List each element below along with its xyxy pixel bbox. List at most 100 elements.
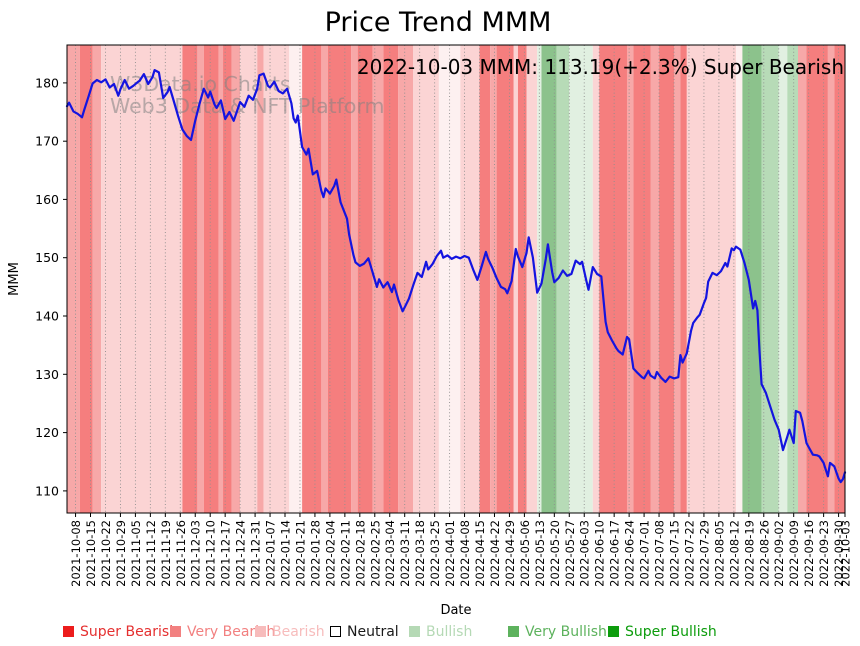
x-tick-label: 2021-11-26 (174, 520, 188, 587)
x-tick-label: 2022-09-23 (817, 520, 831, 587)
sentiment-band-very_bearish (67, 45, 80, 513)
x-tick-label: 2022-07-22 (683, 520, 697, 587)
sentiment-band-super_bullish (742, 45, 762, 513)
sentiment-band-very_bullish (787, 45, 798, 513)
legend-swatch (170, 626, 181, 637)
legend-label: Neutral (347, 624, 399, 640)
x-tick-label: 2022-06-17 (608, 520, 622, 587)
latest-price-annotation: 2022-10-03 MMM: 113.19(+2.3%) Super Bear… (356, 55, 844, 79)
sentiment-band-bullish (569, 45, 593, 513)
sentiment-band-bearish (101, 45, 183, 513)
legend-label: Super Bearish (80, 624, 179, 640)
x-tick-label: 2022-08-19 (742, 520, 756, 587)
x-tick-label: 2021-12-31 (249, 520, 263, 587)
sentiment-band-bearish (413, 45, 439, 513)
y-tick-label: 150 (35, 250, 59, 265)
x-tick-label: 2022-05-20 (548, 520, 562, 587)
legend-swatch (255, 626, 266, 637)
x-tick-label: 2022-08-26 (757, 520, 771, 587)
x-tick-label: 2022-08-05 (712, 520, 726, 587)
sentiment-band-very_bearish (92, 45, 102, 513)
sentiment-band-very_bearish (797, 45, 807, 513)
x-tick-label: 2021-11-12 (144, 520, 158, 587)
sentiment-band-very_bearish (674, 45, 681, 513)
legend-item-bullish: Bullish (409, 621, 472, 640)
legend-swatch (508, 626, 519, 637)
y-tick-label: 140 (35, 309, 59, 324)
chart-title: Price Trend MMM (324, 7, 552, 38)
legend-swatch (63, 626, 74, 637)
x-tick-label: 2021-12-17 (219, 520, 233, 587)
sentiment-band-very_bullish (556, 45, 570, 513)
sentiment-band-super_bearish (680, 45, 687, 513)
x-tick-label: 2022-09-30 (832, 520, 846, 587)
sentiment-band-super_bearish (383, 45, 399, 513)
sentiment-band-very_bullish (761, 45, 779, 513)
x-tick-label: 2022-01-14 (279, 520, 293, 587)
x-tick-label: 2022-09-16 (802, 520, 816, 587)
x-tick-label: 2022-04-01 (443, 520, 457, 587)
legend-label: Bearish (272, 624, 325, 640)
x-tick-label: 2022-03-04 (383, 520, 397, 587)
sentiment-band-super_bearish (357, 45, 373, 513)
x-tick-label: 2022-07-08 (653, 520, 667, 587)
x-tick-label: 2022-09-09 (787, 520, 801, 587)
sentiment-band-very_bearish (490, 45, 497, 513)
sentiment-band-super_bearish (599, 45, 627, 513)
legend-swatch (409, 626, 420, 637)
sentiment-band-super_bearish (479, 45, 491, 513)
legend-item-super-bearish: Super Bearish (63, 621, 179, 640)
sentiment-band-very_bearish (321, 45, 328, 513)
x-tick-label: 2022-06-03 (578, 520, 592, 587)
x-tick-label: 2021-11-05 (129, 520, 143, 587)
sentiment-band-bearish (686, 45, 736, 513)
price-line-MMM (65, 68, 847, 484)
legend-label: Very Bullish (525, 624, 607, 640)
sentiment-band-super_bearish (203, 45, 219, 513)
y-tick-label: 170 (35, 134, 59, 149)
legend-label: Very Bearish (187, 624, 276, 640)
x-tick-label: 2022-03-25 (428, 520, 442, 587)
sentiment-band-very_bearish (197, 45, 204, 513)
y-tick-label: 110 (35, 483, 59, 498)
x-tick-label: 2022-02-25 (368, 520, 382, 587)
sentiment-band-very_bearish (351, 45, 358, 513)
x-tick-label: 2022-01-28 (308, 520, 322, 587)
legend-swatch (330, 626, 341, 637)
x-axis-label: Date (440, 603, 472, 618)
sentiment-band-bearish (513, 45, 518, 513)
sentiment-band-super_bearish (79, 45, 93, 513)
x-tick-label: 2022-02-18 (353, 520, 367, 587)
x-tick-label: 2022-04-22 (488, 520, 502, 587)
x-tick-label: 2022-05-06 (518, 520, 532, 587)
y-tick-label: 130 (35, 367, 59, 382)
x-tick-label: 2022-05-13 (533, 520, 547, 587)
sentiment-band-very_bearish (218, 45, 224, 513)
sentiment-band-bullish (778, 45, 788, 513)
sentiment-band-super_bearish (806, 45, 828, 513)
sentiment-band-very_bearish (257, 45, 264, 513)
sentiment-band-super_bearish (633, 45, 651, 513)
x-tick-label: 2022-02-11 (338, 520, 352, 587)
sentiment-band-very_bearish (626, 45, 634, 513)
x-tick-label: 2022-04-29 (503, 520, 517, 587)
sentiment-band-bearish (460, 45, 480, 513)
legend-item-super-bullish: Super Bullish (608, 621, 717, 640)
x-tick-label: 2021-10-22 (99, 520, 113, 587)
legend-swatch (608, 626, 619, 637)
x-tick-label: 2022-05-27 (563, 520, 577, 587)
sentiment-band-super_bearish (659, 45, 675, 513)
x-tick-label: 2022-06-24 (623, 520, 637, 587)
sentiment-band-super_bearish (223, 45, 232, 513)
sentiment-band-bearish (263, 45, 290, 513)
x-tick-label: 2021-12-03 (189, 520, 203, 587)
x-tick-label: 2022-09-02 (772, 520, 786, 587)
y-tick-label: 180 (35, 75, 59, 90)
sentiment-band-super_bullish (541, 45, 557, 513)
x-tick-label: 2022-07-01 (638, 520, 652, 587)
sentiment-band-bearish (240, 45, 258, 513)
x-tick-label: 2021-10-29 (114, 520, 128, 587)
sentiment-band-very_bearish (650, 45, 660, 513)
x-tick-label: 2022-10-03 (839, 520, 853, 587)
